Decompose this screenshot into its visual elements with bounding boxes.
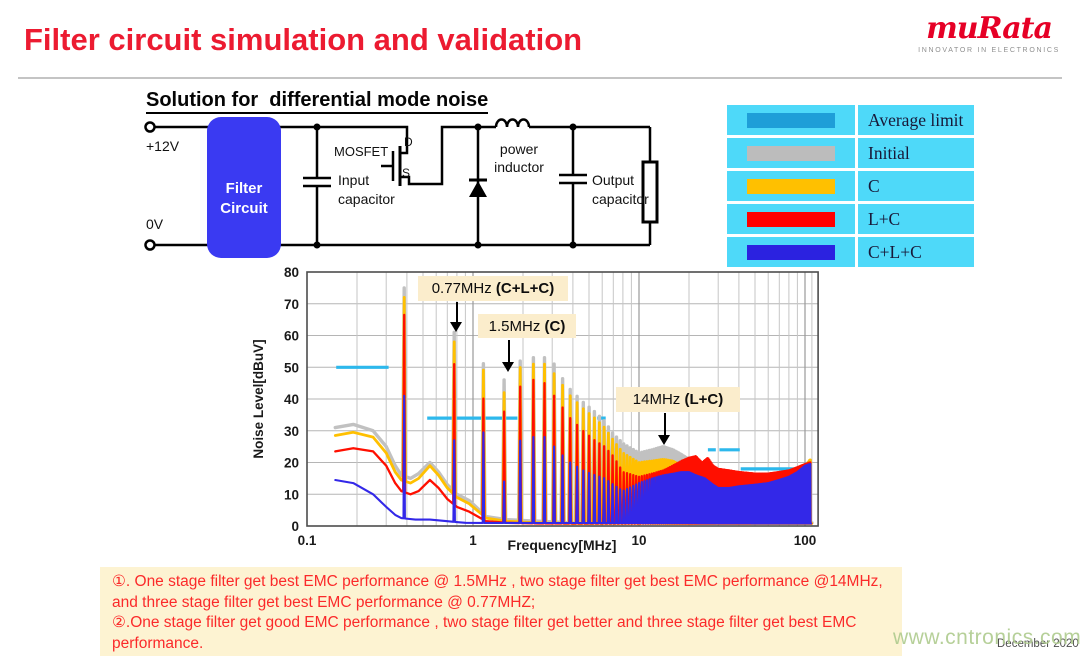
legend-swatch: [747, 211, 835, 227]
legend-row: L+C: [727, 204, 974, 234]
callout-14mhz-freq: 14MHz: [632, 391, 685, 408]
legend-row: C: [727, 171, 974, 201]
page-title: Filter circuit simulation and validation: [24, 22, 583, 57]
plot-border: [306, 271, 819, 527]
murata-logo: muRata INNOVATOR IN ELECTRONICS: [918, 11, 1060, 55]
legend-row: Average limit: [727, 105, 974, 135]
legend-label: Initial: [868, 142, 910, 163]
circuit-wires: [150, 118, 652, 247]
legend-row: C+L+C: [727, 237, 974, 267]
legend-swatch-cell: [727, 171, 858, 201]
filter-box-label-line2: Circuit: [220, 200, 268, 217]
callout-15mhz-config: (C): [544, 318, 566, 335]
output-capacitor-label-line2: capacitor: [592, 191, 649, 207]
mosfet-label: MOSFET: [334, 144, 388, 159]
y-tick-label: 0: [291, 519, 299, 534]
mosfet-source-label: S: [402, 166, 410, 180]
watermark: www.cntronics.com: [893, 626, 1080, 649]
mosfet-drain-label: D: [404, 135, 413, 149]
load-resistor: [641, 160, 659, 224]
diode-icon: [469, 181, 487, 197]
y-tick-label: 60: [284, 329, 299, 344]
legend-label: C: [868, 175, 880, 196]
input-capacitor-label-line1: Input: [338, 172, 369, 188]
legend-swatch-cell: [727, 138, 858, 168]
input-terminal-zero: [144, 239, 156, 251]
murata-tagline: INNOVATOR IN ELECTRONICS: [918, 47, 1060, 54]
legend-swatch-cell: [727, 237, 858, 267]
filter-circuit-box: [207, 117, 281, 258]
legend-label: Average limit: [868, 109, 964, 130]
x-tick-label: 1: [469, 533, 477, 548]
legend-swatch: [747, 145, 835, 161]
callout-077mhz-freq: 0.77MHz: [431, 280, 496, 297]
y-tick-label: 70: [284, 297, 299, 312]
chart-legend: Average limit Initial C L+C C+L+C: [727, 105, 974, 267]
section-subtitle: Solution for differential mode noise: [146, 88, 489, 114]
legend-swatch: [747, 244, 835, 260]
y-tick-label: 40: [284, 392, 299, 407]
slide-date: December 2020: [997, 638, 1079, 650]
y-tick-label: 30: [284, 424, 299, 439]
murata-wordmark: muRata: [926, 11, 1053, 46]
conclusion-note: ①. One stage filter get best EMC perform…: [100, 567, 902, 656]
circuit-junction-dots: [313, 123, 577, 249]
callout-077mhz-config: (C+L+C): [495, 280, 555, 297]
callout-14mhz: 14MHz (L+C): [616, 387, 740, 412]
input-terminal-plus: [144, 121, 156, 133]
legend-swatch-cell: [727, 105, 858, 135]
legend-label: C+L+C: [868, 241, 922, 262]
filter-box-label-line1: Filter: [226, 180, 263, 197]
x-tick-label: 10: [631, 533, 646, 548]
y-tick-label: 50: [284, 360, 299, 375]
callout-077mhz: 0.77MHz (C+L+C): [418, 276, 568, 301]
series-C-L-C: [334, 394, 813, 525]
power-inductor-label-line1: power: [500, 141, 538, 157]
title-rule: [18, 77, 1062, 79]
callout-15mhz: 1.5MHz (C): [478, 314, 576, 338]
legend-label: L+C: [868, 208, 901, 229]
legend-swatch: [747, 178, 835, 194]
legend-swatch-cell: [727, 204, 858, 234]
y-axis-title: Noise Level[dBuV]: [251, 339, 266, 458]
y-tick-label: 10: [284, 487, 299, 502]
y-tick-label: 20: [284, 456, 299, 471]
callout-14mhz-config: (L+C): [684, 391, 724, 408]
inductor-coil-icon: [494, 118, 531, 128]
input-capacitor-label-line2: capacitor: [338, 191, 395, 207]
x-axis-title: Frequency[MHz]: [508, 537, 617, 553]
callout-15mhz-freq: 1.5MHz: [488, 318, 545, 335]
legend-row: Initial: [727, 138, 974, 168]
chart-axes: 0 10 20 30 40 50 60 70 80 0.1 1 10 100 Frequency[MHz]…: [251, 265, 816, 553]
legend-swatch: [747, 112, 835, 128]
output-capacitor-label-line1: Output: [592, 172, 634, 188]
vplus-label: +12V: [146, 138, 180, 154]
power-inductor-label-line2: inductor: [494, 159, 544, 175]
x-tick-label: 0.1: [298, 533, 317, 548]
vzero-label: 0V: [146, 216, 164, 232]
y-tick-label: 80: [284, 265, 299, 280]
x-tick-label: 100: [794, 533, 817, 548]
